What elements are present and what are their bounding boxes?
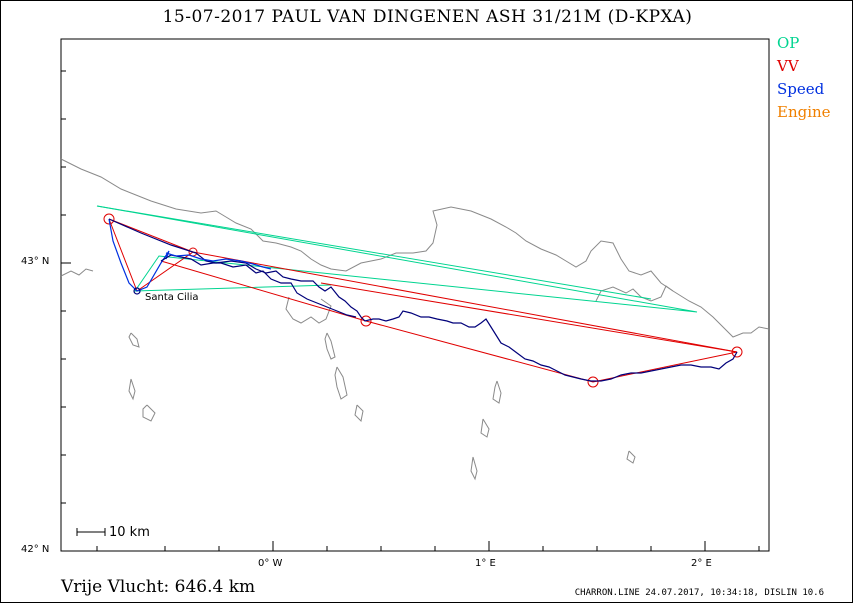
vv-route	[103, 213, 743, 388]
y-tick-43n: 43° N	[21, 256, 50, 267]
flight-track	[108, 218, 738, 382]
border-lines	[60, 158, 770, 481]
scale-bar	[76, 528, 106, 536]
op-route	[96, 205, 698, 313]
place-label: Santa Cilia	[145, 292, 199, 303]
x-tick-2e: 2° E	[691, 558, 712, 569]
x-axis-ticks	[96, 541, 760, 551]
scale-bar-label: 10 km	[109, 525, 150, 540]
chart-title: 15-07-2017 PAUL VAN DINGENEN ASH 31/21M …	[162, 7, 693, 27]
credit-label: CHARRON.LINE 24.07.2017, 10:34:18, DISLI…	[574, 588, 824, 598]
legend-vv: VV	[777, 57, 799, 75]
legend-engine: Engine	[777, 103, 831, 121]
plot-frame	[60, 38, 770, 552]
x-tick-0w: 0° W	[258, 558, 283, 569]
distance-label: Vrije Vlucht: 646.4 km	[61, 577, 256, 597]
x-tick-1e: 1° E	[475, 558, 496, 569]
legend-speed: Speed	[777, 80, 825, 98]
legend-op: OP	[777, 34, 800, 52]
y-tick-42n: 42° N	[21, 544, 50, 555]
y-axis-ticks	[61, 70, 71, 552]
